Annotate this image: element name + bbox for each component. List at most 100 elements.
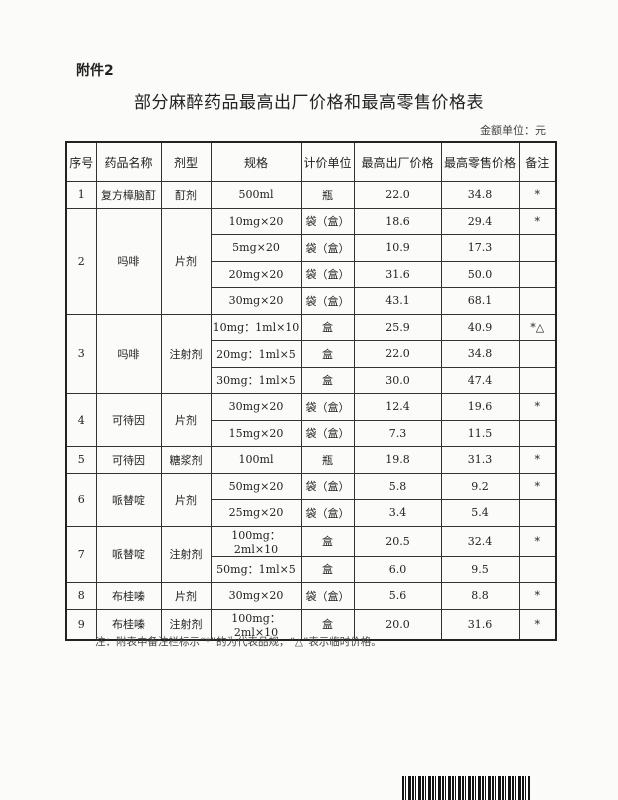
- cell-form: 糖浆剂: [160, 446, 212, 474]
- cell-spec: 25mg×20: [210, 499, 302, 527]
- cell-unit: 盒: [300, 366, 355, 394]
- cell-no: 8: [65, 582, 97, 610]
- cell-unit: 袋（盒）: [300, 207, 355, 235]
- cell-factory-price: 6.0: [353, 555, 442, 583]
- cell-retail-price: 8.8: [440, 582, 520, 610]
- cell-factory-price: 5.8: [353, 472, 442, 500]
- cell-factory-price: 25.9: [353, 313, 442, 341]
- cell-name: 可待因: [95, 446, 162, 474]
- footnote: 注：附表中备注栏标示“*”的为代表品规，“△”表示临时价格。: [95, 636, 382, 648]
- cell-factory-price: 22.0: [353, 181, 442, 209]
- cell-spec: 50mg×20: [210, 472, 302, 500]
- cell-no: 1: [65, 181, 97, 209]
- cell-spec: 30mg×20: [210, 393, 302, 421]
- cell-retail-price: 50.0: [440, 260, 520, 288]
- table-row: 6 哌替啶 片剂 50mg×20 袋（盒） 5.8 9.2 *: [65, 472, 557, 527]
- table-row: 2 吗啡 片剂 10mg×20 袋（盒） 18.6 29.4 *: [65, 207, 557, 315]
- cell-spec: 30mg×20: [210, 582, 302, 610]
- cell-spec: 10mg：1ml×10: [210, 313, 302, 341]
- cell-unit: 袋（盒）: [300, 499, 355, 527]
- cell-name: 哌替啶: [95, 525, 162, 583]
- cell-factory-price: 20.0: [353, 608, 442, 640]
- cell-spec: 20mg：1ml×5: [210, 340, 302, 368]
- table-row: 30mg×20 袋（盒） 43.1 68.1: [66, 287, 557, 315]
- cell-factory-price: 7.3: [353, 419, 442, 447]
- cell-unit: 瓶: [300, 446, 355, 474]
- cell-remark: *: [518, 608, 557, 640]
- cell-form: 片剂: [160, 472, 212, 527]
- cell-remark: *: [518, 393, 557, 421]
- cell-unit: 盒: [300, 608, 355, 640]
- cell-unit: 袋（盒）: [300, 287, 355, 315]
- cell-spec: 10mg×20: [210, 207, 302, 235]
- table-row: 20mg：1ml×5 盒 22.0 34.8: [66, 340, 557, 368]
- table-row: 20mg×20 袋（盒） 31.6 50.0: [66, 260, 557, 288]
- cell-spec: 20mg×20: [210, 260, 302, 288]
- cell-retail-price: 5.4: [440, 499, 520, 527]
- cell-remark: *: [518, 181, 557, 209]
- cell-unit: 盒: [300, 313, 355, 341]
- column-header: 计价单位: [300, 141, 355, 182]
- column-header: 剂型: [160, 141, 212, 182]
- cell-remark: [518, 419, 557, 447]
- cell-remark: *: [518, 207, 557, 235]
- cell-retail-price: 9.2: [440, 472, 520, 500]
- cell-retail-price: 29.4: [440, 207, 520, 235]
- attachment-label: 附件2: [76, 63, 114, 79]
- cell-no: 4: [65, 393, 97, 447]
- cell-spec: 15mg×20: [210, 419, 302, 447]
- cell-retail-price: 11.5: [440, 419, 520, 447]
- cell-form: 片剂: [160, 582, 212, 610]
- cell-name: 哌替啶: [95, 472, 162, 527]
- cell-unit: 盒: [300, 525, 355, 557]
- cell-retail-price: 9.5: [440, 555, 520, 583]
- cell-no: 9: [65, 608, 97, 640]
- cell-retail-price: 34.8: [440, 181, 520, 209]
- cell-factory-price: 19.8: [353, 446, 442, 474]
- table-row: 4 可待因 片剂 30mg×20 袋（盒） 12.4 19.6 *: [65, 393, 557, 447]
- cell-remark: *: [518, 446, 557, 474]
- cell-remark: [518, 287, 557, 315]
- table-row: 15mg×20 袋（盒） 7.3 11.5: [66, 419, 557, 447]
- cell-remark: [518, 340, 557, 368]
- cell-no: 5: [65, 446, 97, 474]
- cell-no: 2: [65, 207, 97, 315]
- currency-unit: 金额单位：元: [480, 124, 546, 137]
- cell-form: 注射剂: [160, 608, 212, 640]
- table-row: 1 复方樟脑酊 酊剂 500ml 瓶 22.0 34.8 *: [65, 181, 557, 209]
- cell-factory-price: 20.5: [353, 525, 442, 557]
- cell-retail-price: 68.1: [440, 287, 520, 315]
- cell-factory-price: 22.0: [353, 340, 442, 368]
- cell-no: 6: [65, 472, 97, 527]
- cell-unit: 瓶: [300, 181, 355, 209]
- cell-unit: 袋（盒）: [300, 419, 355, 447]
- cell-factory-price: 10.9: [353, 234, 442, 262]
- cell-spec: 30mg×20: [210, 287, 302, 315]
- document-title: 部分麻醉药品最高出厂价格和最高零售价格表: [134, 93, 484, 113]
- table-row: 7 哌替啶 注射剂 100mg：2ml×10 盒 20.5 32.4 *: [65, 525, 557, 583]
- cell-unit: 袋（盒）: [300, 234, 355, 262]
- cell-remark: *△: [518, 313, 557, 341]
- column-header: 药品名称: [95, 141, 162, 182]
- column-header: 最高零售价格: [440, 141, 520, 182]
- cell-no: 3: [65, 313, 97, 394]
- cell-retail-price: 40.9: [440, 313, 520, 341]
- cell-name: 吗啡: [95, 313, 162, 394]
- cell-factory-price: 31.6: [353, 260, 442, 288]
- cell-remark: [518, 555, 557, 583]
- cell-unit: 盒: [300, 555, 355, 583]
- cell-spec: 100ml: [210, 446, 302, 474]
- cell-factory-price: 12.4: [353, 393, 442, 421]
- cell-remark: [518, 234, 557, 262]
- cell-form: 片剂: [160, 393, 212, 447]
- column-header: 规格: [210, 141, 302, 182]
- cell-spec: 500ml: [210, 181, 302, 209]
- table-row: 5 可待因 糖浆剂 100ml 瓶 19.8 31.3 *: [65, 446, 557, 474]
- cell-factory-price: 3.4: [353, 499, 442, 527]
- cell-name: 可待因: [95, 393, 162, 447]
- cell-spec: 5mg×20: [210, 234, 302, 262]
- cell-remark: [518, 499, 557, 527]
- cell-name: 布桂嗪: [95, 608, 162, 640]
- cell-retail-price: 31.6: [440, 608, 520, 640]
- cell-factory-price: 18.6: [353, 207, 442, 235]
